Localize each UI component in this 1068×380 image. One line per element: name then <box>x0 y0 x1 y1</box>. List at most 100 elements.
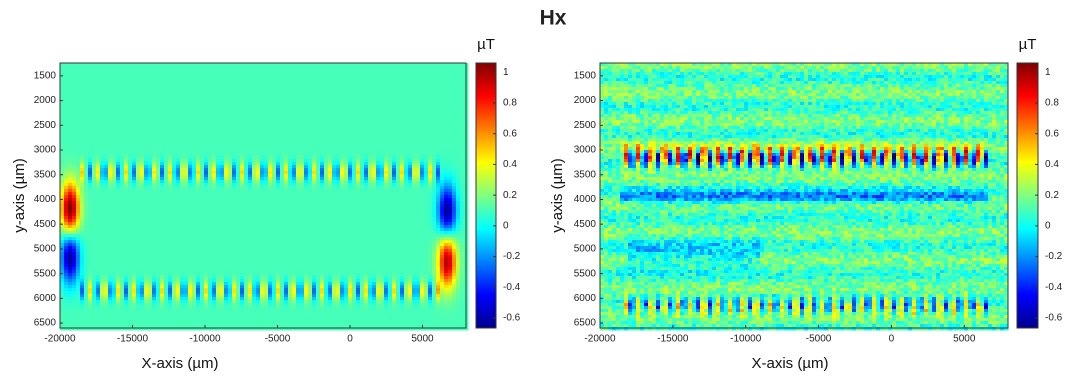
heatmap-cell <box>176 90 181 94</box>
heatmap-cell <box>172 327 177 331</box>
heatmap-cell <box>252 237 257 241</box>
heatmap-cell <box>160 180 165 184</box>
heatmap-cell <box>144 324 149 328</box>
heatmap-cell <box>64 210 69 214</box>
heatmap-cell <box>264 288 269 292</box>
heatmap-cell <box>136 240 141 244</box>
heatmap-cell <box>176 192 181 196</box>
heatmap-cell <box>268 201 273 205</box>
heatmap-cell <box>80 117 85 121</box>
heatmap-cell <box>144 297 149 301</box>
heatmap-cell <box>268 162 273 166</box>
heatmap-cell <box>148 324 153 328</box>
heatmap-cell <box>204 69 209 73</box>
heatmap-cell <box>136 165 141 169</box>
heatmap-cell <box>260 300 265 304</box>
heatmap-cell <box>72 300 77 304</box>
heatmap-cell <box>264 90 269 94</box>
heatmap-cell <box>260 213 265 217</box>
heatmap-cell <box>176 291 181 295</box>
heatmap-cell <box>72 222 77 226</box>
heatmap-cell <box>104 222 109 226</box>
heatmap-cell <box>232 276 237 280</box>
heatmap-cell <box>88 183 93 187</box>
heatmap-cell <box>192 243 197 247</box>
heatmap-cell <box>124 282 129 286</box>
heatmap-cell <box>280 93 285 97</box>
heatmap-cell <box>152 261 157 265</box>
heatmap-cell <box>280 156 285 160</box>
heatmap-cell <box>68 90 73 94</box>
heatmap-cell <box>280 300 285 304</box>
heatmap-cell <box>172 144 177 148</box>
heatmap-cell <box>184 159 189 163</box>
heatmap-cell <box>224 312 229 316</box>
heatmap-cell <box>276 114 281 118</box>
heatmap-cell <box>260 75 265 79</box>
heatmap-cell <box>260 273 265 277</box>
heatmap-cell <box>216 135 221 139</box>
heatmap-cell <box>236 162 241 166</box>
heatmap-cell <box>192 105 197 109</box>
heatmap-cell <box>236 324 241 328</box>
heatmap-cell <box>276 108 281 112</box>
heatmap-cell <box>204 303 209 307</box>
heatmap-cell <box>272 150 277 154</box>
heatmap-cell <box>64 237 69 241</box>
heatmap-cell <box>172 294 177 298</box>
heatmap-cell <box>104 219 109 223</box>
heatmap-cell <box>136 222 141 226</box>
heatmap-cell <box>196 225 201 229</box>
heatmap-cell <box>84 294 89 298</box>
heatmap-cell <box>156 120 161 124</box>
heatmap-cell <box>228 252 233 256</box>
heatmap-cell <box>280 105 285 109</box>
heatmap-cell <box>184 222 189 226</box>
heatmap-cell <box>64 198 69 202</box>
heatmap-cell <box>196 129 201 133</box>
heatmap-cell <box>100 201 105 205</box>
heatmap-cell <box>280 198 285 202</box>
heatmap-cell <box>148 237 153 241</box>
heatmap-cell <box>232 90 237 94</box>
heatmap-cell <box>124 216 129 220</box>
heatmap-cell <box>100 102 105 106</box>
heatmap-cell <box>204 231 209 235</box>
heatmap-cell <box>268 288 273 292</box>
heatmap-cell <box>92 264 97 268</box>
heatmap-cell <box>132 165 137 169</box>
heatmap-cell <box>80 261 85 265</box>
heatmap-cell <box>88 216 93 220</box>
heatmap-cell <box>108 96 113 100</box>
heatmap-cell <box>116 156 121 160</box>
heatmap-cell <box>128 291 133 295</box>
heatmap-cell <box>200 144 205 148</box>
heatmap-cell <box>120 234 125 238</box>
heatmap-cell <box>164 138 169 142</box>
heatmap-cell <box>200 237 205 241</box>
heatmap-cell <box>80 240 85 244</box>
heatmap-cell <box>72 177 77 181</box>
heatmap-cell <box>280 195 285 199</box>
heatmap-cell <box>76 219 81 223</box>
heatmap-cell <box>144 87 149 91</box>
heatmap-cell <box>168 207 173 211</box>
heatmap-cell <box>216 75 221 79</box>
heatmap-cell <box>112 303 117 307</box>
heatmap-cell <box>272 216 277 220</box>
heatmap-cell <box>236 282 241 286</box>
heatmap-cell <box>252 258 257 262</box>
heatmap-cell <box>72 114 77 118</box>
heatmap-cell <box>80 282 85 286</box>
heatmap-cell <box>208 186 213 190</box>
heatmap-cell <box>160 309 165 313</box>
heatmap-cell <box>264 189 269 193</box>
heatmap-cell <box>168 156 173 160</box>
heatmap-cell <box>140 288 145 292</box>
heatmap-cell <box>240 231 245 235</box>
heatmap-cell <box>148 177 153 181</box>
heatmap-cell <box>128 303 133 307</box>
heatmap-cell <box>156 258 161 262</box>
heatmap-cell <box>160 117 165 121</box>
heatmap-cell <box>276 261 281 265</box>
